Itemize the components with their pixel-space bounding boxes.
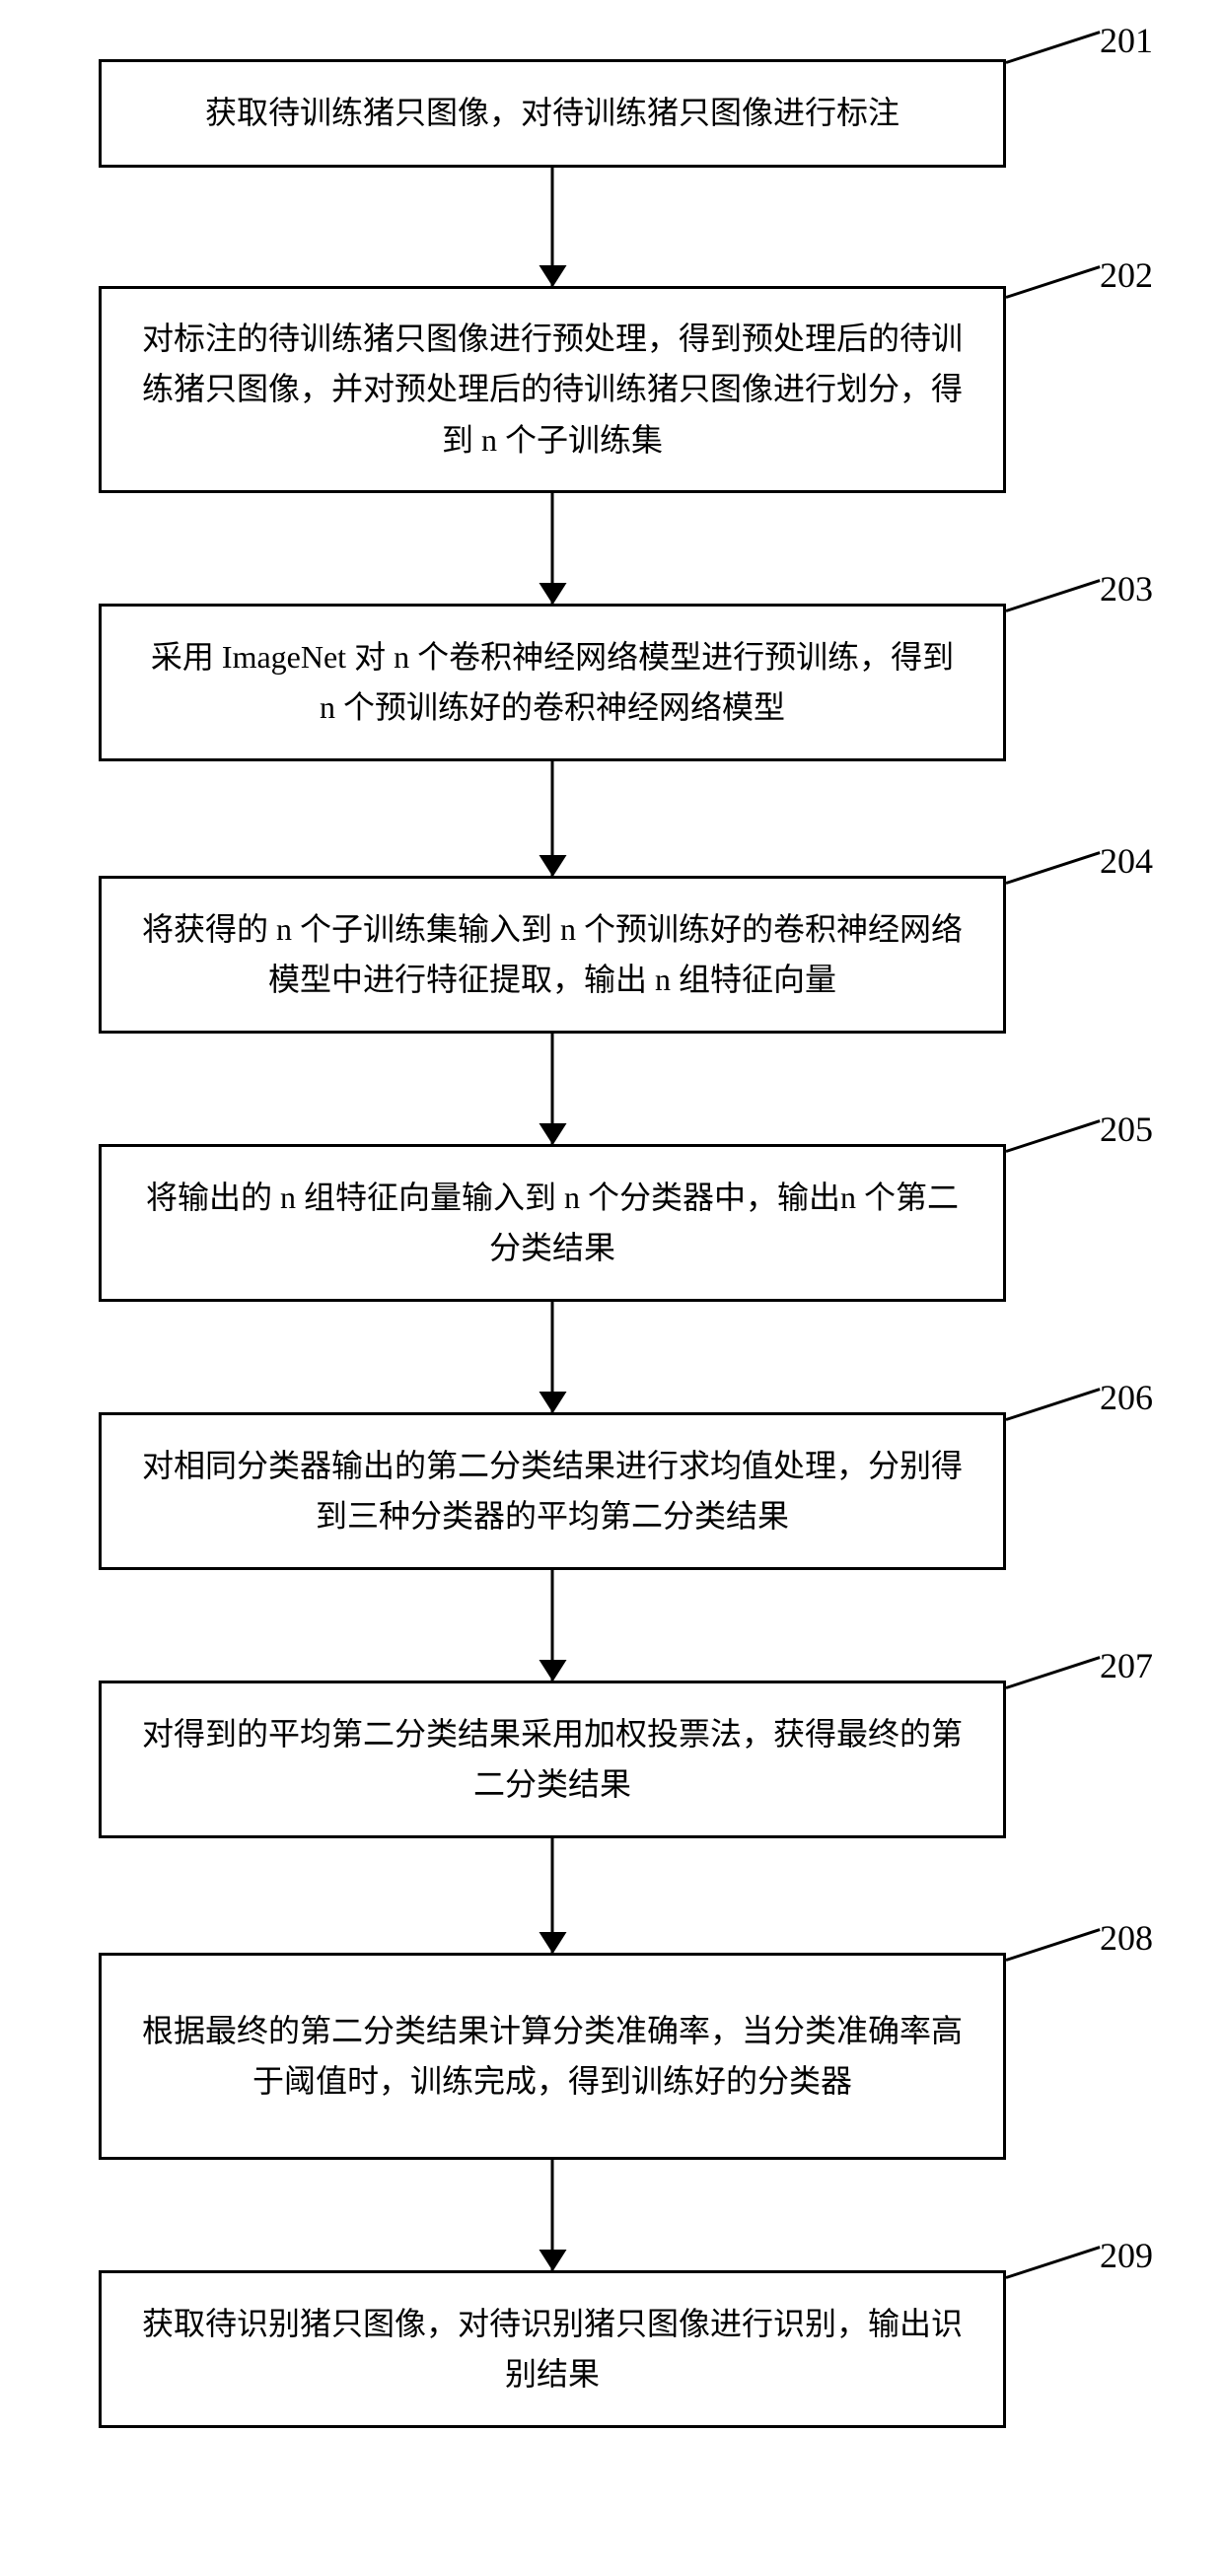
flowchart-container: 获取待训练猪只图像，对待训练猪只图像进行标注 201 对标注的待训练猪只图像进行… [0, 0, 1223, 2576]
node-208: 根据最终的第二分类结果计算分类准确率，当分类准确率高于阈值时，训练完成，得到训练… [99, 1953, 1006, 2160]
label-203: 203 [1100, 568, 1153, 609]
label-201: 201 [1100, 20, 1153, 61]
label-line-207 [1006, 1656, 1101, 1689]
node-text: 根据最终的第二分类结果计算分类准确率，当分类准确率高于阈值时，训练完成，得到训练… [141, 2006, 964, 2107]
node-206: 对相同分类器输出的第二分类结果进行求均值处理，分别得到三种分类器的平均第二分类结… [99, 1412, 1006, 1570]
arrow-8 [551, 2160, 554, 2270]
node-204: 将获得的 n 个子训练集输入到 n 个预训练好的卷积神经网络模型中进行特征提取，… [99, 876, 1006, 1034]
arrow-5 [551, 1302, 554, 1412]
label-202: 202 [1100, 254, 1153, 296]
node-text: 采用 ImageNet 对 n 个卷积神经网络模型进行预训练，得到 n 个预训练… [141, 632, 964, 733]
node-text: 获取待训练猪只图像，对待训练猪只图像进行标注 [205, 88, 899, 138]
label-206: 206 [1100, 1377, 1153, 1418]
label-line-203 [1006, 579, 1101, 612]
node-209: 获取待识别猪只图像，对待识别猪只图像进行识别，输出识别结果 [99, 2270, 1006, 2428]
node-203: 采用 ImageNet 对 n 个卷积神经网络模型进行预训练，得到 n 个预训练… [99, 604, 1006, 761]
label-line-205 [1006, 1119, 1101, 1153]
node-text: 获取待识别猪只图像，对待识别猪只图像进行识别，输出识别结果 [141, 2299, 964, 2399]
label-line-201 [1006, 31, 1101, 64]
label-209: 209 [1100, 2235, 1153, 2276]
label-207: 207 [1100, 1645, 1153, 1686]
label-208: 208 [1100, 1917, 1153, 1959]
node-text: 将输出的 n 组特征向量输入到 n 个分类器中，输出n 个第二分类结果 [141, 1173, 964, 1273]
label-line-206 [1006, 1388, 1101, 1421]
arrow-3 [551, 761, 554, 876]
label-line-208 [1006, 1928, 1101, 1962]
node-text: 对标注的待训练猪只图像进行预处理，得到预处理后的待训练猪只图像，并对预处理后的待… [141, 314, 964, 465]
arrow-2 [551, 493, 554, 604]
node-text: 对相同分类器输出的第二分类结果进行求均值处理，分别得到三种分类器的平均第二分类结… [141, 1441, 964, 1541]
node-text: 对得到的平均第二分类结果采用加权投票法，获得最终的第二分类结果 [141, 1709, 964, 1810]
label-204: 204 [1100, 840, 1153, 882]
node-201: 获取待训练猪只图像，对待训练猪只图像进行标注 [99, 59, 1006, 168]
label-line-202 [1006, 265, 1101, 299]
label-line-204 [1006, 851, 1101, 885]
arrow-1 [551, 168, 554, 286]
arrow-4 [551, 1034, 554, 1144]
node-207: 对得到的平均第二分类结果采用加权投票法，获得最终的第二分类结果 [99, 1681, 1006, 1838]
label-205: 205 [1100, 1109, 1153, 1150]
arrow-6 [551, 1570, 554, 1681]
label-line-209 [1006, 2246, 1101, 2279]
node-205: 将输出的 n 组特征向量输入到 n 个分类器中，输出n 个第二分类结果 [99, 1144, 1006, 1302]
node-text: 将获得的 n 个子训练集输入到 n 个预训练好的卷积神经网络模型中进行特征提取，… [141, 904, 964, 1005]
arrow-7 [551, 1838, 554, 1953]
node-202: 对标注的待训练猪只图像进行预处理，得到预处理后的待训练猪只图像，并对预处理后的待… [99, 286, 1006, 493]
